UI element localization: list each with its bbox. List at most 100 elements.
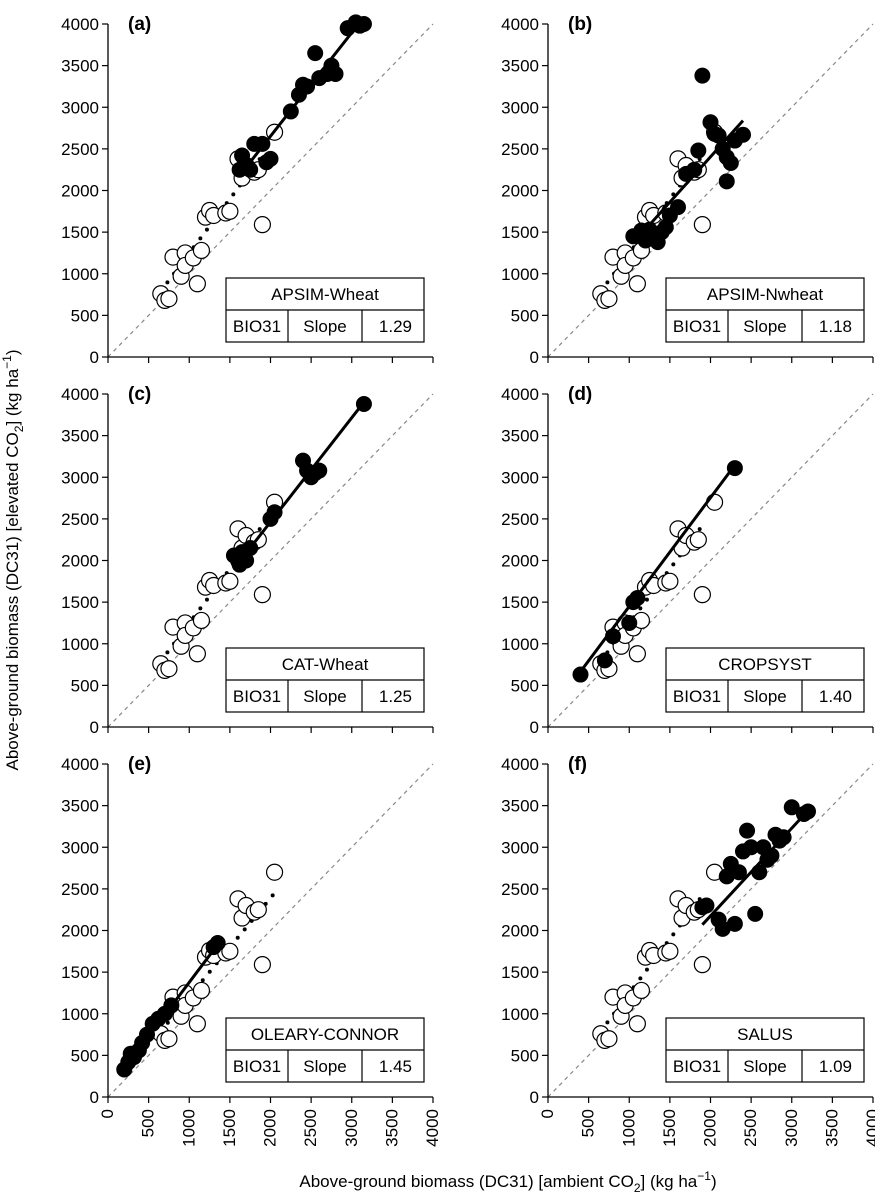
simulated-point xyxy=(209,934,226,951)
y-tick-label: 3500 xyxy=(501,57,539,76)
x-tick-label: 3500 xyxy=(822,1109,841,1147)
y-tick-label: 500 xyxy=(71,676,99,695)
chart-panel-e: 0 500 1000 1500 2000 2500 3000 3500 4000 0 500 1000… xyxy=(61,754,442,1147)
x-tick-label: 2500 xyxy=(741,1109,760,1147)
simulated-point xyxy=(710,127,727,144)
panel-label: (c) xyxy=(128,384,151,405)
observed-point xyxy=(188,275,206,293)
y-tick-label: 1500 xyxy=(61,963,99,982)
stat-name: Slope xyxy=(303,317,346,336)
chart-panel-a: 0 500 1000 1500 2000 2500 3000 3500 4000 (a) APSIM… xyxy=(61,14,434,367)
simulated-point xyxy=(254,135,271,152)
y-tick-label: 1000 xyxy=(501,635,539,654)
y-axis-title: Above-ground biomass (DC31) [elevated CO… xyxy=(0,349,26,770)
y-tick-label: 3500 xyxy=(61,427,99,446)
observed-point xyxy=(661,572,679,590)
simulated-point xyxy=(670,199,686,216)
x-tick-label: 3000 xyxy=(782,1109,801,1147)
slope-value: 1.09 xyxy=(819,1057,852,1076)
panels-container: 0 500 1000 1500 2000 2500 3000 3500 4000 (a) APSIM… xyxy=(61,14,875,1147)
observed-point xyxy=(632,981,651,1000)
simulated-point xyxy=(258,154,275,171)
observed-point xyxy=(693,586,711,604)
x-tick-label: 2500 xyxy=(301,1109,320,1147)
y-tick-label: 500 xyxy=(511,1046,539,1065)
simulated-point xyxy=(242,540,259,557)
y-tick-label: 2500 xyxy=(501,880,539,899)
y-tick-label: 2000 xyxy=(61,182,99,201)
simulated-point xyxy=(311,462,328,479)
y-tick-label: 2000 xyxy=(501,182,539,201)
y-tick-label: 1000 xyxy=(61,1005,99,1024)
y-tick-label: 0 xyxy=(530,718,539,737)
y-tick-label: 3000 xyxy=(61,838,99,857)
dataset-name: BIO31 xyxy=(673,687,721,706)
y-tick-label: 3000 xyxy=(501,98,539,117)
simulated-point xyxy=(282,103,299,120)
panel-label: (f) xyxy=(568,754,587,775)
y-tick-label: 2000 xyxy=(501,552,539,571)
simulated-point xyxy=(726,915,743,932)
y-tick-label: 2500 xyxy=(61,880,99,899)
stat-name: Slope xyxy=(743,1057,786,1076)
stat-name: Slope xyxy=(303,687,346,706)
observed-point xyxy=(253,216,271,234)
chart-panel-f: 0 500 1000 1500 2000 2500 3000 3500 4000 0 500 1000… xyxy=(501,754,875,1147)
model-name: SALUS xyxy=(737,1025,793,1044)
y-tick-label: 1500 xyxy=(61,593,99,612)
simulated-point xyxy=(266,504,283,521)
simulated-point xyxy=(686,161,703,178)
y-tick-label: 2500 xyxy=(61,140,99,159)
y-tick-label: 3500 xyxy=(61,797,99,816)
y-tick-label: 4000 xyxy=(61,15,99,34)
simulated-point xyxy=(351,17,368,34)
simulated-fit-line xyxy=(575,466,735,678)
y-tick-label: 2500 xyxy=(61,510,99,529)
slope-value: 1.29 xyxy=(379,317,412,336)
observed-point xyxy=(188,645,206,663)
panel-label: (a) xyxy=(128,14,151,35)
observed-point xyxy=(600,1030,618,1048)
model-name: CROPSYST xyxy=(718,655,812,674)
simulated-point xyxy=(751,864,768,881)
observed-point xyxy=(221,572,239,590)
y-tick-label: 1500 xyxy=(501,593,539,612)
y-tick-label: 4000 xyxy=(61,385,99,404)
simulated-point xyxy=(735,126,751,143)
observed-point xyxy=(693,956,711,974)
y-tick-label: 1500 xyxy=(501,963,539,982)
one-to-one-line xyxy=(547,763,874,1098)
y-tick-label: 500 xyxy=(511,306,539,325)
observed-point xyxy=(628,645,646,663)
observed-point xyxy=(192,241,211,260)
observed-point xyxy=(628,1015,646,1033)
y-tick-label: 500 xyxy=(511,676,539,695)
panel-label: (b) xyxy=(568,14,592,35)
simulated-point xyxy=(572,666,589,683)
x-tick-label: 2000 xyxy=(701,1109,720,1147)
y-tick-label: 3000 xyxy=(501,838,539,857)
stat-name: Slope xyxy=(743,317,786,336)
x-tick-label: 1500 xyxy=(220,1109,239,1147)
y-tick-label: 4000 xyxy=(61,755,99,774)
y-tick-label: 2000 xyxy=(61,552,99,571)
simulated-point xyxy=(327,65,344,82)
simulated-point xyxy=(763,847,780,864)
stat-name: Slope xyxy=(743,687,786,706)
observed-point xyxy=(160,660,178,678)
x-tick-label: 4000 xyxy=(863,1109,875,1147)
one-to-one-line xyxy=(107,23,434,358)
y-tick-label: 3000 xyxy=(61,468,99,487)
dataset-name: BIO31 xyxy=(673,317,721,336)
simulated-point xyxy=(621,614,638,631)
observed-point xyxy=(689,531,707,549)
x-tick-label: 0 xyxy=(538,1109,557,1118)
y-tick-label: 500 xyxy=(71,306,99,325)
simulated-point xyxy=(299,78,316,95)
simulated-point xyxy=(690,142,707,159)
panel-label: (e) xyxy=(128,754,151,775)
y-tick-label: 1000 xyxy=(61,265,99,284)
y-tick-label: 2500 xyxy=(501,510,539,529)
y-tick-label: 1000 xyxy=(501,1005,539,1024)
simulated-point xyxy=(307,45,324,62)
